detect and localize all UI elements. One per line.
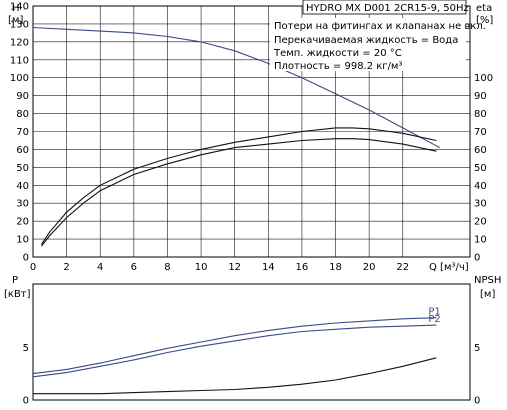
- left-axis-unit: [м]: [8, 15, 23, 26]
- lower-curves: [32, 317, 437, 395]
- left-tick-label: 50: [16, 163, 29, 174]
- x-tick-label: 20: [363, 262, 376, 273]
- npsh-tick-label: 5: [474, 343, 480, 354]
- right-tick-label: 60: [474, 145, 487, 156]
- x-tick-label: 14: [262, 262, 275, 273]
- left-tick-label: 40: [16, 181, 29, 192]
- x-tick-label: 2: [63, 262, 69, 273]
- power-tick-label: 0: [23, 396, 29, 407]
- right-tick-label: 30: [474, 199, 487, 210]
- head-curve: [32, 26, 440, 149]
- x-axis-label: Q [м³/ч]: [429, 262, 469, 273]
- annotation-bg: [270, 18, 466, 71]
- left-tick-label: 10: [16, 235, 29, 246]
- x-tick-label: 10: [195, 262, 208, 273]
- left-tick-label: 90: [16, 91, 29, 102]
- efficiency-curve-2: [40, 138, 437, 247]
- npsh-axis-unit: [м]: [480, 289, 495, 300]
- title-box: [302, 0, 467, 15]
- left-tick-label: 70: [16, 127, 29, 138]
- left-tick-label: 80: [16, 109, 29, 120]
- x-tick-label: 18: [329, 262, 342, 273]
- efficiency-curve-1: [40, 127, 437, 245]
- left-axis-label: H: [12, 3, 20, 14]
- x-tick-label: 8: [164, 262, 170, 273]
- left-tick-label: 20: [16, 217, 29, 228]
- lower-tick-labels: 0 5 0 5: [23, 343, 481, 407]
- x-tick-label: 12: [228, 262, 241, 273]
- right-tick-label: 90: [474, 91, 487, 102]
- right-tick-label: 50: [474, 163, 487, 174]
- left-tick-label: 0: [23, 253, 29, 264]
- upper-curves: [32, 26, 440, 247]
- left-tick-label: 130: [10, 19, 29, 30]
- x-tick-label: 4: [97, 262, 103, 273]
- left-tick-label: 110: [10, 55, 29, 66]
- series-label-p2: P2: [428, 314, 440, 325]
- annotation-3: Плотность = 998.2 кг/м³: [274, 61, 403, 72]
- left-tick-label: 140: [10, 2, 29, 13]
- x-tick-label: 22: [396, 262, 409, 273]
- right-axis-unit: [%]: [476, 15, 493, 26]
- annotation-2: Темп. жидкости = 20 °C: [273, 48, 402, 59]
- left-tick-label: 60: [16, 145, 29, 156]
- left-tick-label: 120: [10, 37, 29, 48]
- x-tick-label: 16: [296, 262, 309, 273]
- series-label-p1: P1: [428, 307, 440, 318]
- x-tick-label: 0: [30, 262, 36, 273]
- power-axis-unit: [кВт]: [4, 289, 31, 300]
- left-tick-label: 30: [16, 199, 29, 210]
- right-tick-label: 10: [474, 235, 487, 246]
- x-axis-label-bg: [427, 260, 471, 272]
- annotation-1: Перекачиваемая жидкость = Вода: [274, 35, 458, 46]
- annotation-0: Потери на фитингах и клапанах не вкл.: [274, 21, 486, 32]
- right-tick-label: 70: [474, 127, 487, 138]
- chart-title: HYDRO MX D001 2CR15-9, 50Hz: [306, 3, 469, 14]
- right-tick-label: 0: [474, 253, 480, 264]
- power-curve-p1: [32, 317, 437, 375]
- left-tick-label: 100: [10, 73, 29, 84]
- npsh-axis-label: NPSH: [474, 275, 501, 286]
- right-axis-label: eta: [476, 3, 492, 14]
- x-tick-label: 6: [131, 262, 137, 273]
- lower-plot-frame: [32, 283, 471, 401]
- right-tick-label: 100: [474, 73, 493, 84]
- right-tick-label: 20: [474, 217, 487, 228]
- power-curve-p2: [32, 324, 437, 378]
- right-tick-label: 40: [474, 181, 487, 192]
- npsh-tick-label: 0: [474, 396, 480, 407]
- power-tick-label: 5: [23, 343, 29, 354]
- power-axis-label: P: [12, 275, 18, 286]
- npsh-curve: [33, 357, 437, 395]
- right-tick-label: 80: [474, 109, 487, 120]
